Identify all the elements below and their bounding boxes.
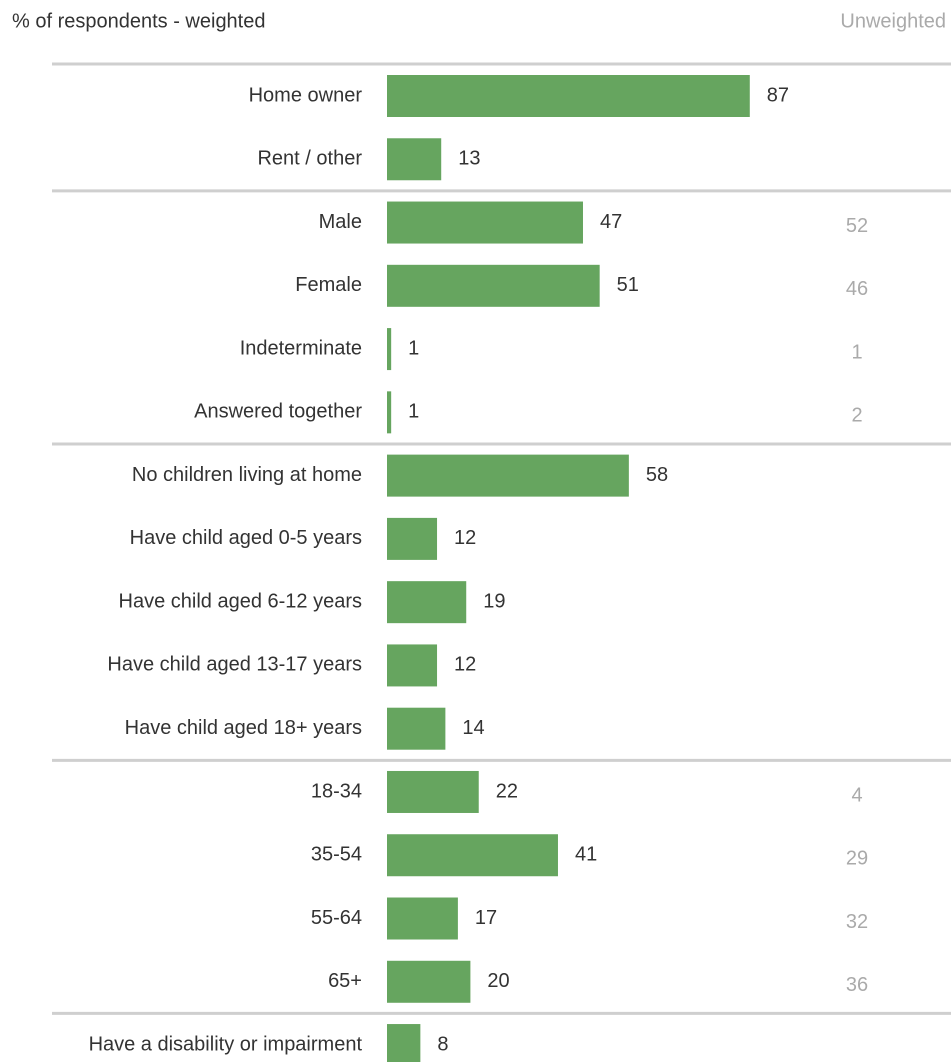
value-label: 8 (437, 1033, 448, 1055)
unweighted-label: 1 (851, 341, 862, 363)
category-label: 55-64 (311, 907, 362, 929)
category-label: Have child aged 13-17 years (107, 654, 362, 676)
value-label: 22 (496, 780, 518, 802)
category-label: 18-34 (311, 780, 362, 802)
bar (387, 454, 629, 497)
bar (387, 770, 479, 813)
value-label: 12 (454, 527, 476, 549)
bar (387, 328, 392, 371)
category-label: 35-54 (311, 844, 362, 866)
value-label: 19 (483, 590, 505, 612)
chart-title: % of respondents - weighted (12, 10, 266, 32)
bar (387, 707, 446, 750)
category-label: Female (295, 274, 362, 296)
value-label: 47 (600, 211, 622, 233)
value-label: 87 (767, 84, 789, 106)
bar (387, 960, 471, 1003)
bar (387, 138, 442, 181)
value-label: 12 (454, 654, 476, 676)
category-label: Have child aged 0-5 years (130, 527, 362, 549)
value-label: 14 (462, 717, 484, 739)
unweighted-label: 4 (851, 784, 862, 806)
unweighted-header: Unweighted (840, 10, 946, 32)
unweighted-label: 36 (846, 974, 868, 996)
category-label: Home owner (249, 84, 363, 106)
value-label: 1 (408, 401, 419, 423)
category-label: Have child aged 18+ years (125, 717, 362, 739)
bar (387, 644, 438, 687)
bar (387, 264, 600, 307)
value-label: 1 (408, 337, 419, 359)
value-label: 41 (575, 844, 597, 866)
category-label: Rent / other (257, 148, 362, 170)
category-label: Male (319, 211, 362, 233)
category-label: Indeterminate (240, 337, 362, 359)
bar (387, 897, 458, 940)
bar (387, 391, 392, 434)
unweighted-label: 2 (851, 405, 862, 427)
unweighted-label: 29 (846, 848, 868, 870)
value-label: 13 (458, 148, 480, 170)
unweighted-label: 46 (846, 278, 868, 300)
bar (387, 834, 558, 877)
value-label: 20 (487, 970, 509, 992)
bar (387, 517, 438, 560)
value-label: 17 (475, 907, 497, 929)
category-label: Answered together (194, 401, 362, 423)
bar (387, 75, 750, 117)
bar (387, 1024, 421, 1062)
category-label: 65+ (328, 970, 362, 992)
bar (387, 201, 583, 244)
category-label: Have a disability or impairment (89, 1033, 363, 1055)
unweighted-label: 52 (846, 215, 868, 237)
bar (387, 581, 467, 624)
value-label: 51 (617, 274, 639, 296)
category-label: Have child aged 6-12 years (119, 590, 362, 612)
category-label: No children living at home (132, 464, 362, 486)
value-label: 58 (646, 464, 668, 486)
unweighted-label: 32 (846, 911, 868, 933)
